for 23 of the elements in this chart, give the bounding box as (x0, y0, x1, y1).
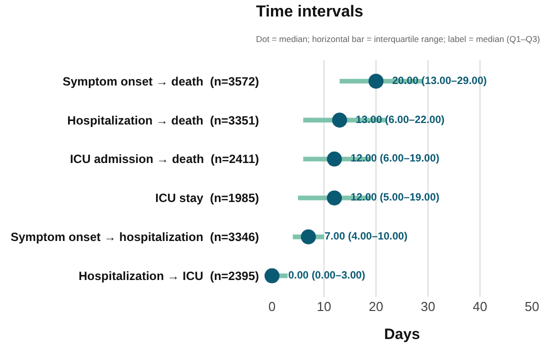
y-tick-label: Symptom onset → death (n=3572) (62, 74, 259, 88)
point (368, 74, 384, 89)
x-tick-label: 50 (524, 299, 540, 314)
point (326, 152, 342, 167)
data-label: 0.00 (0.00–3.00) (282, 269, 366, 282)
point (300, 229, 316, 244)
chart-subtitle: Dot = median; horizontal bar = interquartile range; label = median (Q1–Q3) (256, 34, 540, 44)
x-tick-label: 0 (268, 299, 276, 314)
point (332, 112, 348, 128)
point (264, 268, 280, 284)
y-tick-label: Hospitalization → ICU (n=2395) (78, 268, 259, 283)
point (326, 190, 342, 206)
y-tick-label: Hospitalization → death (n=3351) (67, 113, 259, 128)
x-tick-label: 30 (420, 299, 436, 314)
y-tick-label: ICU stay (n=1985) (155, 191, 259, 206)
y-tick-label: ICU admission → death (n=2411) (70, 152, 259, 166)
y-tick-label: Symptom onset → hospitalization (n=3346) (10, 230, 259, 244)
data-label: 7.00 (4.00–10.00) (318, 230, 408, 242)
x-tick-label: 40 (472, 299, 488, 314)
x-axis-title: Days (384, 326, 420, 343)
x-tick-label: 10 (316, 299, 332, 314)
chart-title: Time intervals (256, 3, 364, 20)
x-tick-label: 20 (368, 299, 384, 314)
